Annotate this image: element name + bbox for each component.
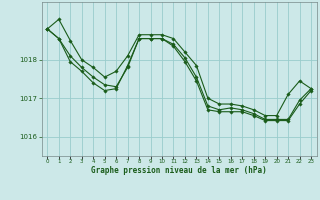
X-axis label: Graphe pression niveau de la mer (hPa): Graphe pression niveau de la mer (hPa) bbox=[91, 166, 267, 175]
